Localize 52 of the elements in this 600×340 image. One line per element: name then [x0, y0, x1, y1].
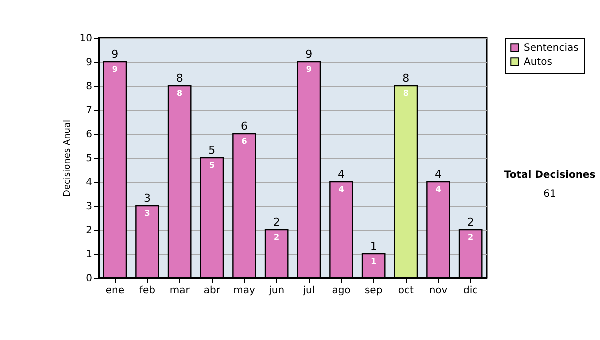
- data-label: 9: [112, 65, 118, 74]
- x-tick-label: mar: [170, 286, 191, 296]
- y-tick-label: 2: [86, 226, 92, 236]
- data-label: 9: [306, 65, 312, 74]
- x-tick-label: ene: [106, 286, 124, 296]
- x-tick-label: dic: [464, 286, 478, 296]
- y-tick-label: 1: [86, 250, 92, 260]
- y-tick-label: 5: [86, 154, 92, 164]
- x-tick-label: abr: [204, 286, 222, 296]
- legend-label: Sentencias: [524, 43, 579, 54]
- data-label: 6: [242, 137, 248, 146]
- text: Total Decisiones: [503, 170, 597, 181]
- y-tick-label: 10: [80, 34, 92, 44]
- data-label: 4: [436, 185, 442, 194]
- legend-label: Autos: [524, 57, 552, 68]
- annotation: 9: [306, 48, 313, 61]
- data-label: 4: [338, 185, 345, 194]
- x-tick-label: nov: [429, 286, 448, 296]
- annotation: 9: [112, 48, 119, 61]
- y-tick-label: 0: [86, 274, 92, 284]
- x-tick-label: ago: [332, 286, 351, 296]
- annotation: 2: [273, 216, 280, 229]
- annotation: 8: [176, 72, 184, 85]
- x-tick-label: may: [234, 286, 256, 296]
- y-tick-label: 8: [86, 82, 92, 92]
- x-tick-label: oct: [398, 286, 414, 296]
- data-label: 8: [177, 89, 184, 98]
- x-tick-label: sep: [364, 286, 383, 296]
- x-tick-label: jun: [268, 286, 285, 296]
- y-tick-label: 3: [86, 202, 92, 212]
- text: 61: [542, 189, 558, 200]
- annotation: 2: [467, 216, 474, 229]
- y-tick-label: 9: [86, 58, 92, 68]
- annotation: 3: [144, 192, 151, 205]
- data-label: 5: [209, 161, 216, 170]
- data-label: 8: [403, 89, 410, 98]
- annotation: 8: [402, 72, 410, 85]
- x-tick-label: jul: [302, 286, 316, 296]
- y-tick-label: 6: [86, 130, 92, 140]
- data-label: 3: [144, 209, 150, 218]
- annotation: 4: [338, 168, 345, 181]
- data-label: 2: [468, 233, 474, 242]
- annotation: 4: [435, 168, 442, 181]
- annotation: 5: [208, 144, 216, 157]
- data-label: 1: [371, 257, 378, 266]
- y-tick-label: 7: [86, 106, 92, 116]
- annotation: 1: [370, 240, 378, 253]
- y-tick-label: 4: [86, 178, 92, 188]
- annotation: 6: [241, 120, 248, 133]
- x-tick-label: feb: [139, 286, 156, 296]
- data-label: 2: [274, 233, 280, 242]
- y-axis-title: Decisiones Anual: [62, 120, 73, 197]
